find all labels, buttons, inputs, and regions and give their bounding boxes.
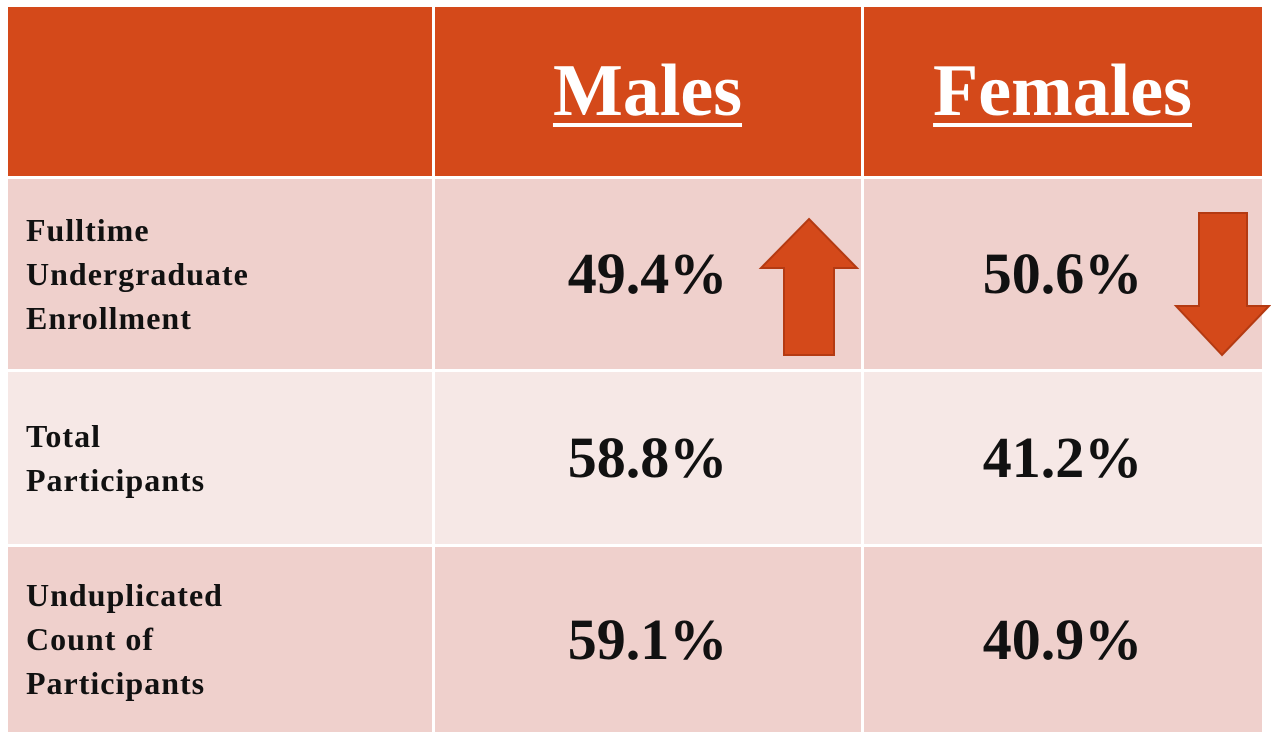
row-label: Fulltime Undergraduate Enrollment <box>8 178 432 369</box>
header-cell: Females <box>863 6 1262 176</box>
header-cell: Males <box>434 6 861 176</box>
up-arrow <box>758 217 860 356</box>
value-text: 41.2% <box>982 425 1143 490</box>
column-title: Males <box>552 49 743 132</box>
value-text: 49.4% <box>567 241 728 306</box>
value-text: 50.6% <box>982 241 1143 306</box>
value-cell: 59.1% <box>434 546 861 732</box>
down-arrow <box>1173 212 1271 357</box>
row-label-line: Participants <box>26 461 206 498</box>
row-label: Unduplicated Count of Participants <box>8 546 432 732</box>
value-cell: 41.2% <box>863 371 1262 544</box>
value-text: 58.8% <box>567 425 728 490</box>
row-label-line: Count of <box>26 621 155 657</box>
row-label-line: Fulltime <box>26 211 150 248</box>
header-corner <box>8 6 432 176</box>
value-text: 40.9% <box>982 606 1143 672</box>
row-label-line: Participants <box>26 665 206 701</box>
value-text: 59.1% <box>567 606 728 672</box>
column-title: Females <box>933 49 1192 132</box>
value-cell: 58.8% <box>434 371 861 544</box>
row-label: Total Participants <box>8 371 432 544</box>
row-label-line: Total <box>26 417 101 454</box>
row-label-line: Enrollment <box>26 299 192 336</box>
row-label-line: Unduplicated <box>26 577 223 613</box>
row-label-line: Undergraduate <box>26 255 249 292</box>
value-cell: 50.6% <box>863 178 1262 369</box>
value-cell: 40.9% <box>863 546 1262 732</box>
